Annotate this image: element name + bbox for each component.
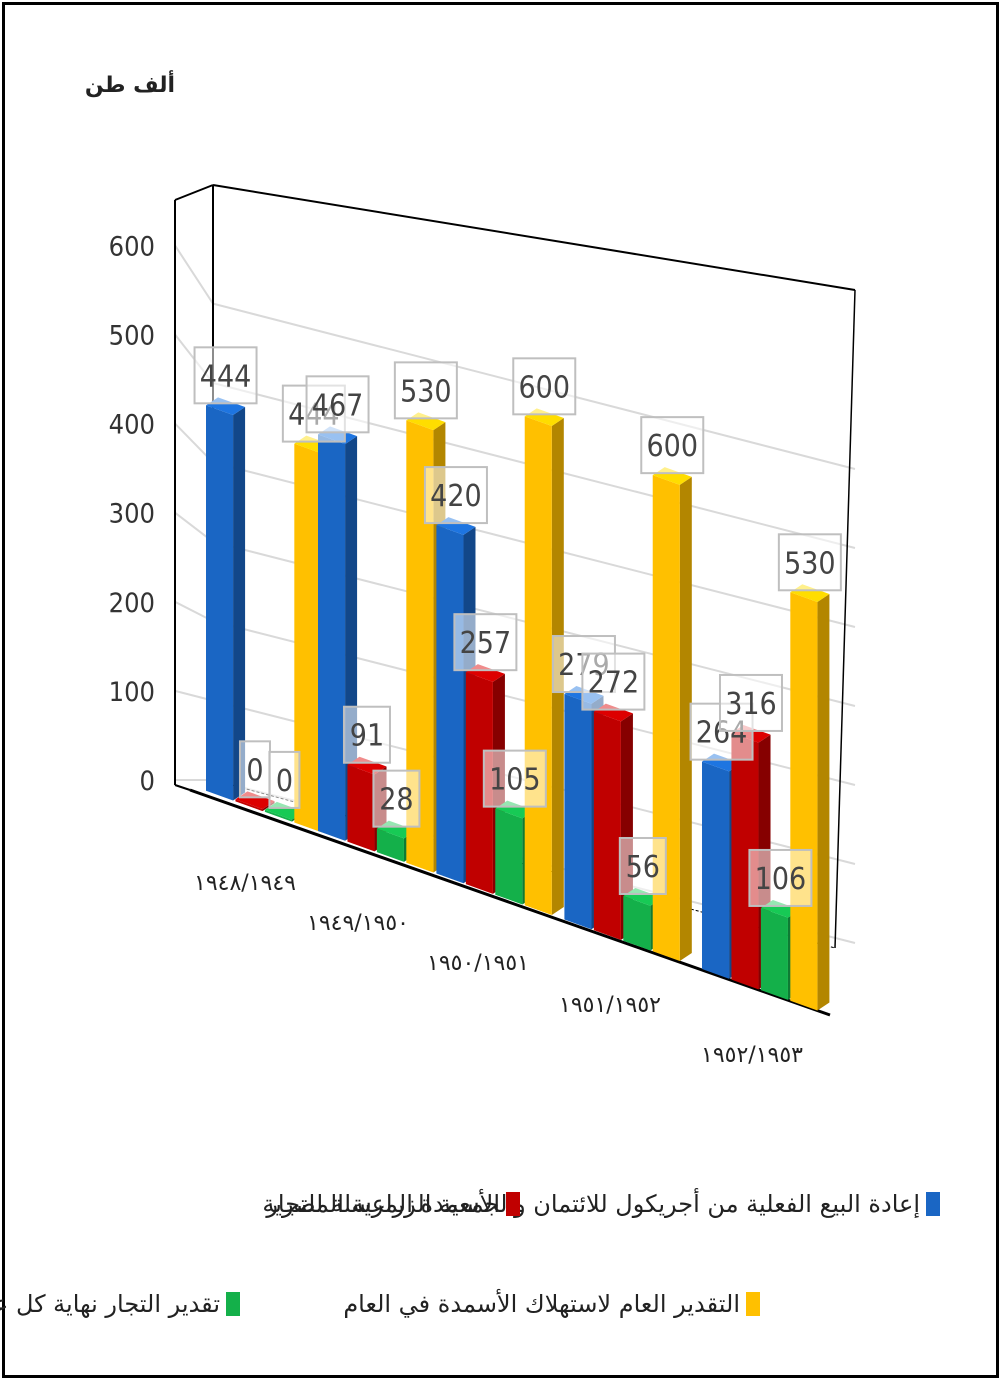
data-label: 444: [193, 346, 258, 405]
category-label: ١٩٥٢/١٩٥٣: [701, 1043, 803, 1068]
data-label: 600: [640, 416, 705, 475]
svg-text:0: 0: [246, 753, 263, 788]
legend-item-traders-estimate: تقدير التجار نهاية كل عام: [0, 1290, 240, 1318]
legend-item-sent-to-traders: الأسمدة المرسلة للتجار: [266, 1190, 520, 1218]
svg-text:420: 420: [430, 479, 482, 514]
bar: [206, 397, 246, 801]
legend-swatch: [226, 1292, 240, 1316]
legend-swatch: [506, 1192, 520, 1216]
data-label: 105: [482, 749, 547, 808]
data-label: 530: [393, 361, 458, 420]
bar: [790, 584, 830, 1011]
legend-label: إعادة البيع الفعلية من أجريكول للائتمان …: [262, 1190, 920, 1218]
data-label: 0: [238, 740, 271, 799]
unit-label: ألف طن: [85, 69, 175, 98]
data-label: 316: [718, 673, 783, 732]
legend-item-general-estimate: التقدير العام لاستهلاك الأسمدة في العام: [343, 1290, 760, 1318]
legend-label: تقدير التجار نهاية كل عام: [0, 1290, 220, 1318]
data-label: 56: [618, 836, 667, 895]
data-label: 91: [342, 705, 391, 764]
category-label: ١٩٤٩/١٩٥٠: [307, 911, 409, 936]
data-label: 28: [372, 769, 421, 828]
y-tick-label: 0: [140, 766, 155, 797]
data-label: 600: [512, 357, 577, 416]
data-label: 530: [777, 533, 842, 592]
data-labels: 4440044446791285304202571056002792725660…: [193, 346, 842, 907]
category-label: ١٩٤٨/١٩٤٩: [194, 871, 296, 896]
y-tick-label: 300: [109, 499, 155, 530]
svg-text:316: 316: [725, 687, 777, 722]
data-label: 420: [423, 466, 488, 525]
data-label: 106: [748, 848, 813, 907]
data-label: 0: [268, 750, 301, 809]
svg-text:600: 600: [647, 429, 699, 464]
svg-text:444: 444: [200, 359, 252, 394]
y-tick-label: 400: [109, 410, 155, 441]
legend-label: التقدير العام لاستهلاك الأسمدة في العام: [343, 1290, 740, 1318]
data-label: 467: [305, 375, 370, 434]
svg-text:600: 600: [519, 370, 571, 405]
svg-text:0: 0: [276, 764, 293, 799]
y-tick-label: 200: [109, 588, 155, 619]
category-label: ١٩٥٠/١٩٥١: [427, 951, 529, 976]
svg-text:91: 91: [350, 719, 384, 754]
svg-text:28: 28: [379, 783, 413, 818]
y-tick-label: 100: [109, 677, 155, 708]
svg-text:257: 257: [460, 626, 512, 661]
svg-text:106: 106: [755, 862, 807, 897]
svg-text:272: 272: [588, 666, 640, 701]
svg-text:56: 56: [626, 850, 660, 885]
svg-text:467: 467: [312, 388, 364, 423]
legend-swatch: [926, 1192, 940, 1216]
legend-item-actual-resale: إعادة البيع الفعلية من أجريكول للائتمان …: [262, 1190, 940, 1218]
svg-text:105: 105: [489, 763, 541, 798]
legend-swatch: [746, 1292, 760, 1316]
legend-label: الأسمدة المرسلة للتجار: [266, 1190, 500, 1218]
y-tick-label: 500: [109, 321, 155, 352]
category-label: ١٩٥١/١٩٥٢: [559, 993, 661, 1018]
svg-text:530: 530: [400, 374, 452, 409]
y-tick-label: 600: [109, 231, 155, 262]
data-label: 257: [453, 613, 518, 672]
data-label: 272: [581, 652, 646, 711]
svg-text:530: 530: [784, 546, 836, 581]
